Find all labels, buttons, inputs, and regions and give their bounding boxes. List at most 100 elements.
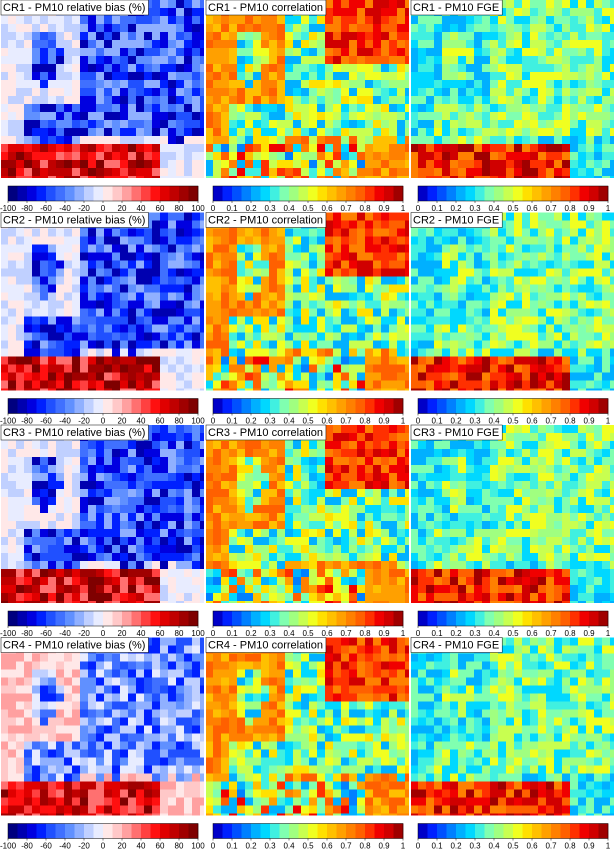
- map-cell: [72, 80, 81, 89]
- map-cell: [96, 16, 105, 25]
- map-cell: [176, 144, 185, 153]
- map-cell: [570, 301, 579, 310]
- map-cell: [301, 245, 310, 254]
- map-cell: [245, 48, 254, 57]
- map-cell: [112, 112, 121, 121]
- map-cell: [349, 553, 358, 562]
- map-cell: [72, 64, 81, 73]
- map-cell: [522, 80, 531, 89]
- map-cell: [168, 441, 177, 450]
- map-cell: [285, 365, 294, 374]
- map-cell: [610, 160, 615, 169]
- map-cell: [602, 357, 611, 366]
- map-cell: [245, 40, 254, 49]
- map-cell: [88, 449, 97, 458]
- map-cell: [269, 112, 278, 121]
- map-cell: [40, 104, 49, 113]
- map-cell: [578, 285, 587, 294]
- map-cell: [522, 221, 531, 230]
- map-cell: [96, 529, 105, 538]
- map-cell: [538, 349, 547, 358]
- colorbar-segment: [56, 399, 66, 414]
- map-cell: [88, 96, 97, 105]
- map-cell: [357, 449, 366, 458]
- map-cell: [96, 497, 105, 506]
- map-cell: [237, 104, 246, 113]
- map-cell: [128, 317, 137, 326]
- map-cell: [80, 585, 89, 594]
- map-cell: [482, 229, 491, 238]
- map-cell: [357, 32, 366, 41]
- map-cell: [301, 237, 310, 246]
- map-cell: [269, 96, 278, 105]
- colorbar-segment: [356, 399, 366, 414]
- map-cell: [0, 24, 9, 33]
- map-cell: [120, 309, 129, 318]
- map-cell: [546, 229, 555, 238]
- map-cell: [245, 253, 254, 262]
- map-cell: [104, 229, 113, 238]
- map-cell: [389, 301, 398, 310]
- map-cell: [373, 104, 382, 113]
- colorbar-tick-label: 0.7: [340, 417, 352, 426]
- map-cell: [389, 325, 398, 334]
- map-cell: [333, 481, 342, 490]
- map-cell: [144, 441, 153, 450]
- map-cell: [245, 104, 254, 113]
- map-cell: [192, 152, 201, 161]
- map-cell: [562, 48, 571, 57]
- map-cell: [144, 48, 153, 57]
- map-cell: [205, 457, 214, 466]
- map-cell: [357, 529, 366, 538]
- map-cell: [490, 72, 499, 81]
- map-cell: [506, 144, 515, 153]
- map-cell: [309, 465, 318, 474]
- colorbar-segment: [270, 399, 280, 414]
- map-cell: [213, 357, 222, 366]
- map-cell: [16, 72, 25, 81]
- map-cell: [466, 309, 475, 318]
- map-cell: [48, 513, 57, 522]
- map-cell: [309, 561, 318, 570]
- map-cell: [594, 245, 603, 254]
- map-cell: [586, 16, 595, 25]
- map-cell: [40, 72, 49, 81]
- map-cell: [245, 325, 254, 334]
- map-cell: [48, 521, 57, 530]
- map-cell: [341, 441, 350, 450]
- map-cell: [357, 425, 366, 434]
- map-cell: [554, 261, 563, 270]
- map-cell: [80, 309, 89, 318]
- map-cell: [397, 277, 406, 286]
- map-cell: [136, 529, 145, 538]
- map-cell: [490, 349, 499, 358]
- map-cell: [514, 24, 523, 33]
- map-cell: [56, 112, 65, 121]
- map-cell: [309, 253, 318, 262]
- map-cell: [381, 293, 390, 302]
- map-cell: [498, 373, 507, 382]
- map-cell: [237, 497, 246, 506]
- map-cell: [120, 176, 129, 185]
- map-cell: [205, 489, 214, 498]
- map-cell: [466, 112, 475, 121]
- map-cell: [389, 537, 398, 546]
- map-cell: [285, 176, 294, 185]
- map-cell: [293, 269, 302, 278]
- map-cell: [80, 341, 89, 350]
- map-cell: [253, 16, 262, 25]
- map-cell: [136, 229, 145, 238]
- map-cell: [546, 48, 555, 57]
- map-cell: [229, 553, 238, 562]
- map-cell: [538, 229, 547, 238]
- map-cell: [554, 237, 563, 246]
- map-cell: [144, 529, 153, 538]
- map-cell: [253, 381, 262, 390]
- map-cell: [229, 381, 238, 390]
- map-cell: [418, 56, 427, 65]
- map-cell: [24, 245, 33, 254]
- map-cell: [365, 120, 374, 129]
- map-cell: [506, 0, 515, 9]
- map-cell: [474, 325, 483, 334]
- map-cell: [365, 48, 374, 57]
